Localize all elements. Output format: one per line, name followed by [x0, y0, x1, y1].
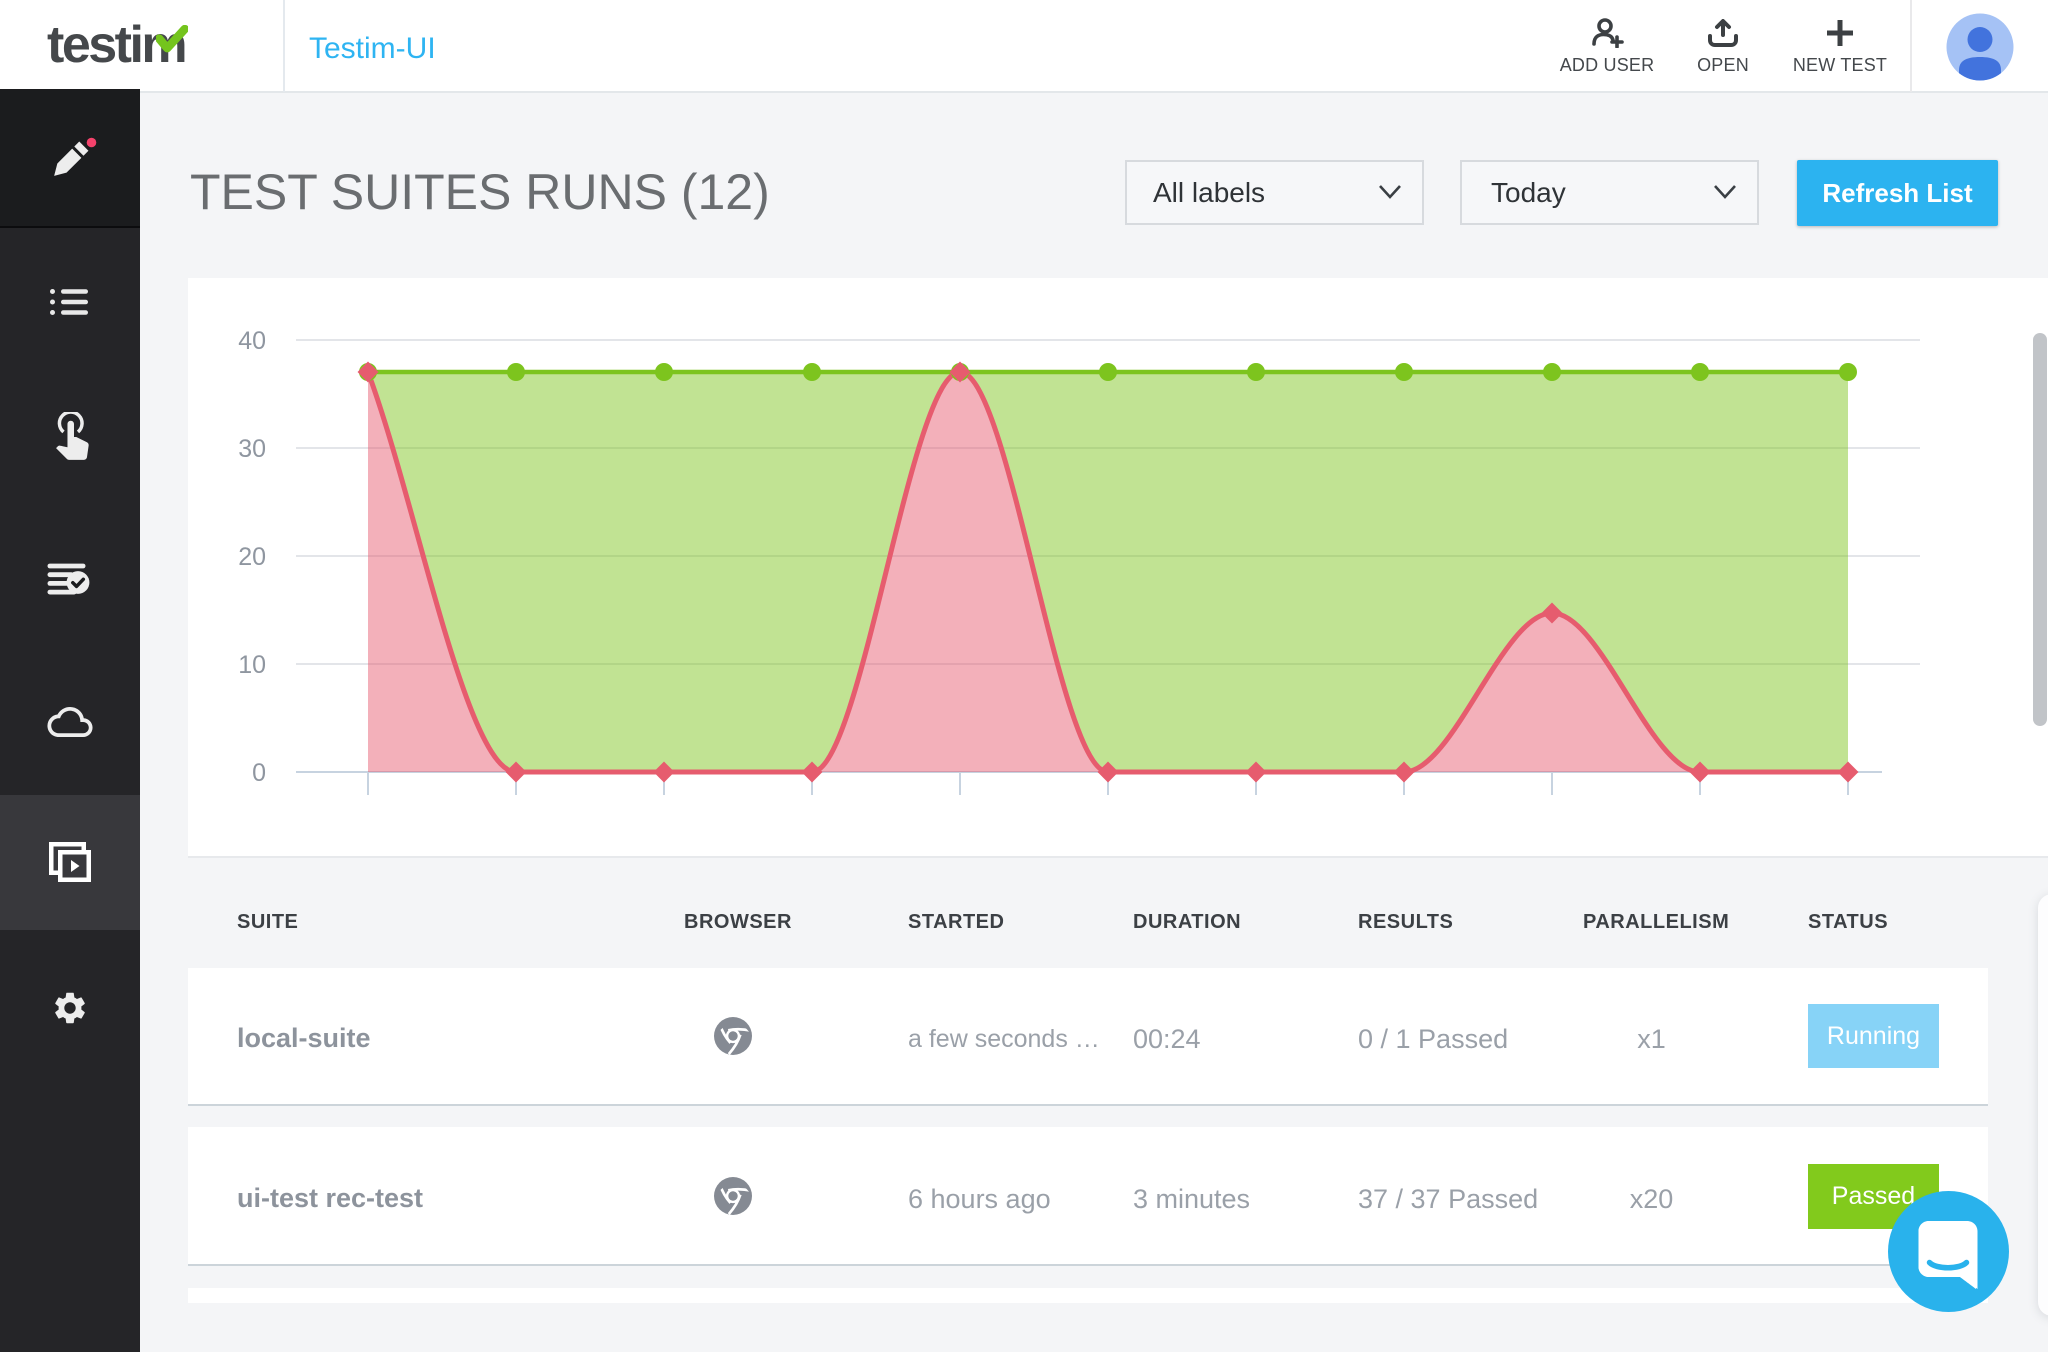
svg-text:30: 30: [238, 435, 266, 463]
svg-text:10: 10: [238, 651, 266, 679]
svg-text:20: 20: [238, 543, 266, 571]
svg-text:40: 40: [238, 327, 266, 355]
svg-text:0: 0: [252, 759, 266, 787]
